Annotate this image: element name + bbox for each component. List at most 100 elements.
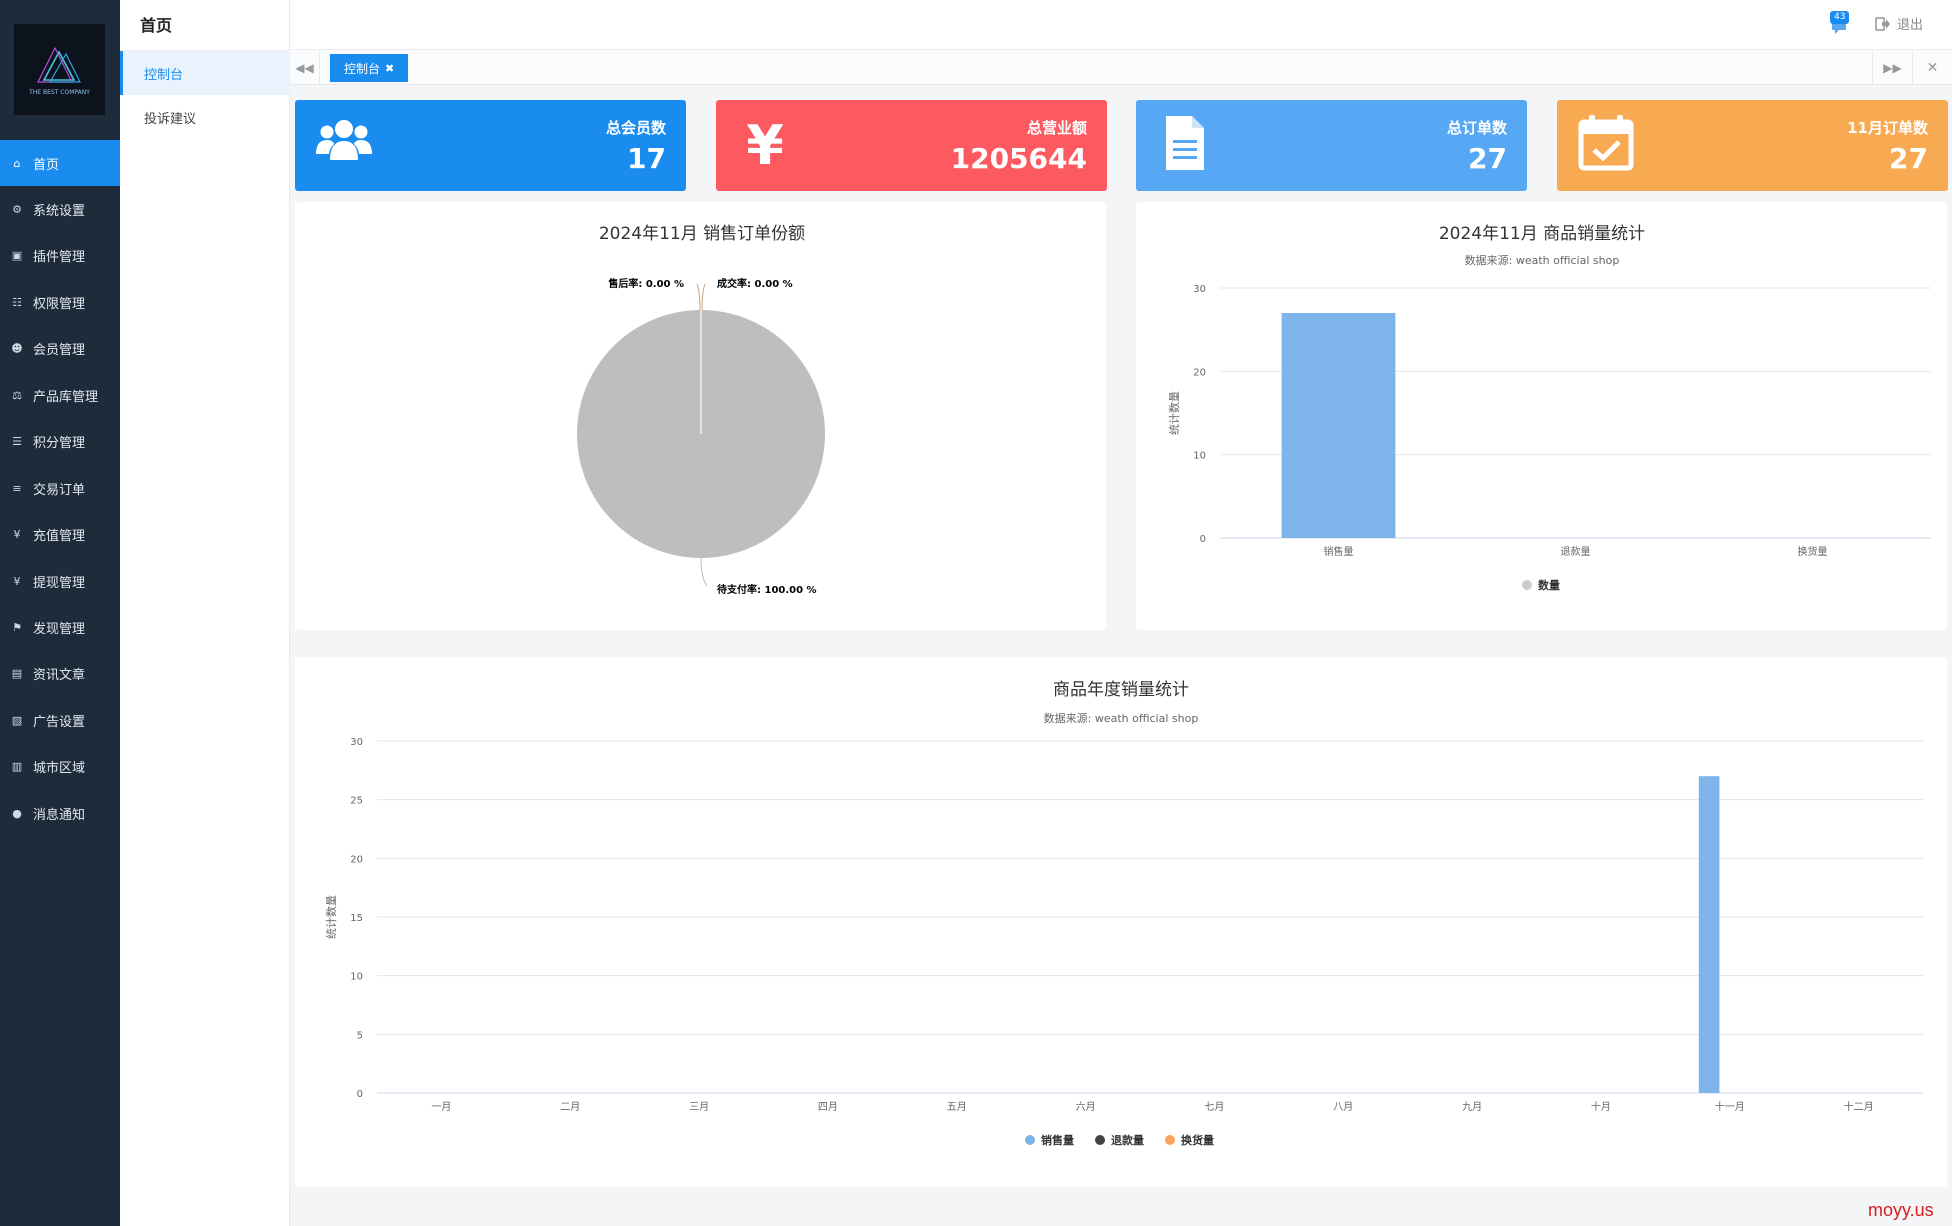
sidebar-item-10[interactable]: ⚑ 发现管理 bbox=[0, 604, 120, 650]
annual-sales-chart-panel: 商品年度销量统计 数据来源: weath official shop 0 5 10 1… bbox=[295, 657, 1947, 1187]
x-tick-label: 退款量 bbox=[1561, 545, 1591, 558]
y-tick-label: 20 bbox=[1193, 367, 1206, 378]
chart-title: 商品年度销量统计 bbox=[1053, 680, 1189, 700]
stat-label: 总营业额 bbox=[1026, 119, 1087, 137]
sitemap-icon: ☷ bbox=[12, 295, 22, 309]
yen-icon: ¥ bbox=[13, 527, 21, 541]
sidebar-item-label: 提现管理 bbox=[33, 575, 86, 591]
sidebar-item-11[interactable]: ▤ 资讯文章 bbox=[0, 650, 120, 696]
tab-dashboard[interactable]: 控制台 ✖ bbox=[330, 54, 409, 82]
main-sidebar: THE BEST COMPANY ⌂ 首页 ⚙ 系统设置 ▣ 插件管理 ☷ 权限管理 ☻ 会员管理… bbox=[0, 0, 120, 1226]
legend-marker bbox=[1165, 1135, 1175, 1145]
x-tick-label: 七月 bbox=[1204, 1101, 1224, 1113]
image-icon: ▧ bbox=[11, 713, 23, 727]
close-all-tabs-button[interactable]: ✕ bbox=[1912, 50, 1952, 85]
chart-subtitle: 数据来源: weath official shop bbox=[1465, 253, 1620, 267]
legend-item[interactable]: 换货量 bbox=[1181, 1133, 1214, 1147]
sidebar-item-1[interactable]: ⚙ 系统设置 bbox=[0, 186, 120, 232]
flag-icon: ⚑ bbox=[12, 620, 22, 634]
y-tick-label: 0 bbox=[1200, 534, 1206, 545]
stat-value: 17 bbox=[627, 142, 666, 175]
y-tick-label: 30 bbox=[1193, 284, 1206, 295]
bar[interactable] bbox=[1698, 776, 1720, 1093]
gear-icon: ⚙ bbox=[12, 202, 22, 216]
x-tick-label: 九月 bbox=[1462, 1101, 1482, 1113]
sidebar-item-4[interactable]: ☻ 会员管理 bbox=[0, 325, 120, 371]
divider bbox=[120, 50, 290, 51]
y-tick-label: 25 bbox=[350, 796, 363, 807]
file-icon: ☰ bbox=[12, 434, 22, 448]
tab-scroll-left-button[interactable]: ◀◀ bbox=[290, 50, 320, 85]
pie-label: 售后率: 0.00 % bbox=[608, 277, 684, 290]
y-tick-label: 30 bbox=[350, 737, 363, 748]
logout-button[interactable]: 退出 bbox=[1875, 14, 1923, 33]
stat-value: 27 bbox=[1889, 142, 1928, 175]
chart-title: 2024年11月 商品销量统计 bbox=[1439, 224, 1645, 244]
sidebar-item-9[interactable]: ¥ 提现管理 bbox=[0, 558, 120, 604]
x-tick-label: 十一月 bbox=[1715, 1100, 1745, 1113]
calendar-check-icon bbox=[1578, 115, 1634, 171]
svg-text:THE BEST COMPANY: THE BEST COMPANY bbox=[28, 89, 90, 96]
x-tick-label: 四月 bbox=[818, 1101, 838, 1113]
subnav-item-complaints[interactable]: 投诉建议 bbox=[144, 111, 197, 127]
stat-card-revenue[interactable]: ¥ 总营业额 1205644 bbox=[716, 100, 1107, 191]
sidebar-item-3[interactable]: ☷ 权限管理 bbox=[0, 279, 120, 325]
legend-marker bbox=[1095, 1135, 1105, 1145]
y-tick-label: 10 bbox=[350, 972, 363, 983]
notification-badge: 43 bbox=[1830, 11, 1850, 24]
sidebar-item-label: 城市区域 bbox=[33, 760, 86, 776]
map-icon: ▥ bbox=[11, 759, 23, 773]
yen-icon: ¥ bbox=[746, 114, 784, 174]
tab-label: 控制台 bbox=[344, 61, 381, 76]
sidebar-item-6[interactable]: ☰ 积分管理 bbox=[0, 418, 120, 464]
sidebar-item-label: 插件管理 bbox=[33, 249, 86, 265]
home-icon: ⌂ bbox=[13, 156, 21, 170]
sidebar-item-label: 权限管理 bbox=[33, 296, 86, 312]
company-logo[interactable]: THE BEST COMPANY bbox=[14, 24, 105, 115]
sidebar-item-label: 产品库管理 bbox=[33, 389, 99, 405]
legend-marker bbox=[1522, 580, 1532, 590]
y-axis-label: 统计数量 bbox=[325, 895, 338, 939]
stat-label: 总会员数 bbox=[605, 119, 666, 137]
sidebar-item-0[interactable]: ⌂ 首页 bbox=[0, 140, 120, 186]
sidebar-item-2[interactable]: ▣ 插件管理 bbox=[0, 232, 120, 278]
users-icon: ☻ bbox=[11, 341, 23, 355]
sidebar-item-13[interactable]: ▥ 城市区域 bbox=[0, 743, 120, 789]
x-tick-label: 十二月 bbox=[1844, 1100, 1874, 1113]
watermark-text: moyy.us bbox=[1868, 1200, 1934, 1220]
yen-icon: ¥ bbox=[13, 574, 21, 588]
stat-card-orders[interactable]: 总订单数 27 bbox=[1136, 100, 1527, 191]
stat-card-members[interactable]: 总会员数 17 bbox=[295, 100, 686, 191]
tab-scroll-right-button[interactable]: ▶▶ bbox=[1872, 50, 1912, 85]
y-tick-label: 10 bbox=[1193, 451, 1206, 462]
bar[interactable] bbox=[1281, 313, 1396, 538]
tab-close-icon[interactable]: ✖ bbox=[385, 61, 395, 75]
x-tick-label: 换货量 bbox=[1798, 545, 1828, 558]
x-tick-label: 十月 bbox=[1591, 1100, 1611, 1113]
sales-share-pie-chart: 2024年11月 销售订单份额 售后率: 0.00 % 成交率: 0.00 % 待支… bbox=[577, 224, 825, 596]
sidebar-item-7[interactable]: ≡ 交易订单 bbox=[0, 465, 120, 511]
tab-bar: ◀◀ 控制台 ✖ ▶▶ ✕ bbox=[290, 50, 1952, 85]
legend-item[interactable]: 退款量 bbox=[1111, 1133, 1144, 1147]
legend-item[interactable]: 销售量 bbox=[1041, 1133, 1074, 1147]
sales-share-chart-panel: 2024年11月 销售订单份额 售后率: 0.00 % 成交率: 0.00 % 待支… bbox=[295, 202, 1106, 630]
subnav-item-dashboard[interactable]: 控制台 bbox=[120, 51, 290, 95]
x-tick-label: 三月 bbox=[689, 1101, 709, 1113]
subnav-title: 首页 bbox=[140, 16, 173, 35]
sidebar-item-12[interactable]: ▧ 广告设置 bbox=[0, 697, 120, 743]
signpost-icon: ≡ bbox=[12, 481, 22, 495]
x-tick-label: 一月 bbox=[431, 1101, 451, 1113]
sidebar-item-label: 积分管理 bbox=[33, 435, 86, 451]
stat-card-month-orders[interactable]: 11月订单数 27 bbox=[1557, 100, 1948, 191]
sidebar-item-8[interactable]: ¥ 充值管理 bbox=[0, 511, 120, 557]
legend-marker bbox=[1025, 1135, 1035, 1145]
top-header: 43 退出 bbox=[290, 0, 1952, 50]
sidebar-item-5[interactable]: ⚖ 产品库管理 bbox=[0, 372, 120, 418]
sidebar-item-label: 广告设置 bbox=[33, 714, 86, 730]
sidebar-item-14[interactable]: ● 消息通知 bbox=[0, 790, 120, 836]
sidebar-item-label: 系统设置 bbox=[33, 203, 86, 219]
legend-item[interactable]: 数量 bbox=[1538, 578, 1560, 592]
x-tick-label: 五月 bbox=[947, 1101, 967, 1113]
sidebar-item-label: 发现管理 bbox=[33, 621, 86, 637]
sidebar-item-label: 会员管理 bbox=[33, 342, 86, 358]
